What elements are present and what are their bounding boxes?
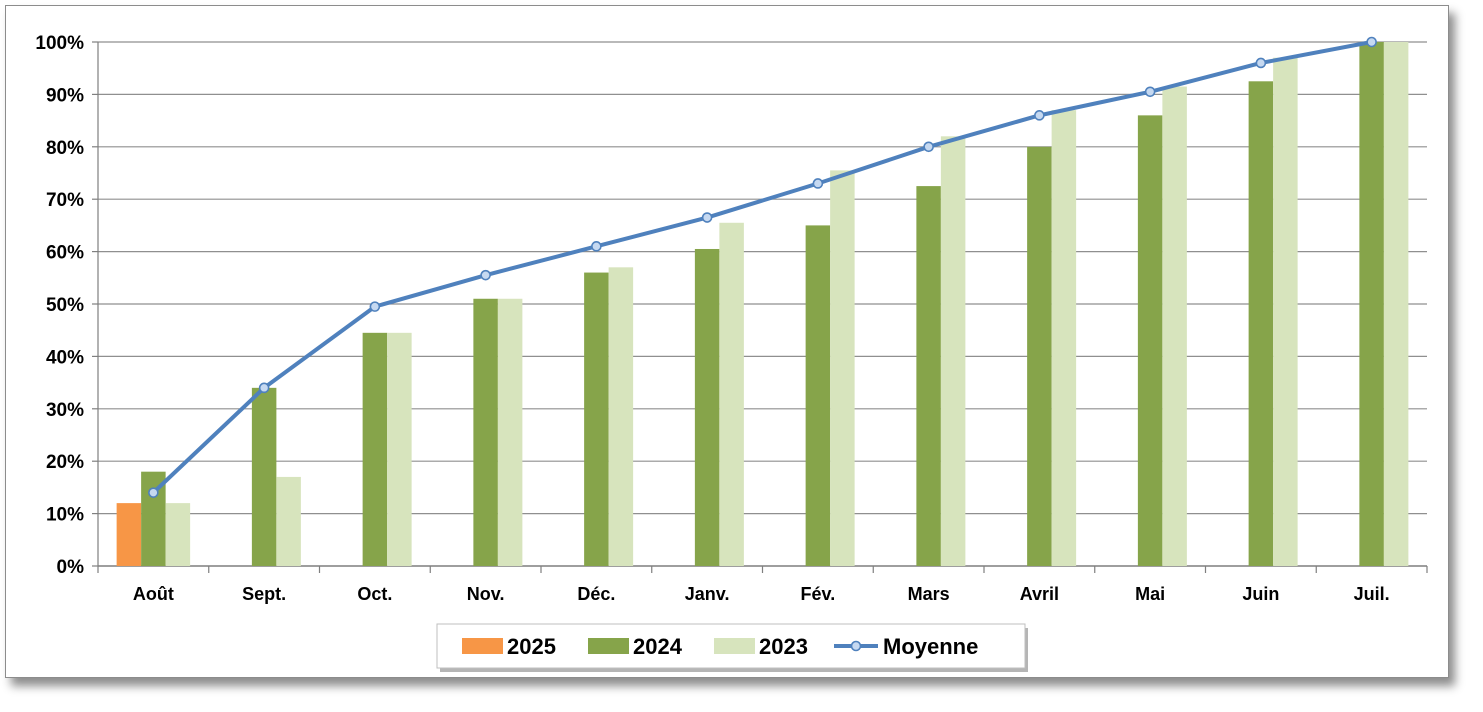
x-tick-label: Août	[133, 584, 174, 604]
y-tick-label: 40%	[46, 347, 84, 368]
bar-2023	[1383, 42, 1409, 566]
x-tick-label: Juin	[1242, 584, 1279, 604]
y-tick-label: 80%	[46, 138, 84, 159]
bar-2023	[387, 332, 412, 566]
y-tick-label: 50%	[46, 295, 84, 316]
point-moyenne	[1255, 57, 1267, 69]
y-tick-label: 90%	[46, 85, 84, 106]
point-moyenne	[591, 241, 602, 252]
point-moyenne	[1034, 110, 1045, 121]
bar-2024	[1359, 42, 1384, 566]
x-tick-label: Mars	[908, 584, 950, 604]
point-moyenne	[923, 141, 934, 153]
y-tick-label: 70%	[46, 190, 84, 211]
bar-2023	[830, 170, 855, 566]
bar-2024	[694, 248, 720, 567]
x-tick-label: Sept.	[242, 584, 286, 604]
x-tick-label: Juil.	[1354, 584, 1390, 604]
bar-2025	[116, 503, 142, 566]
bar-2023	[497, 298, 523, 566]
legend-label: 2025	[507, 634, 556, 659]
bar-2024	[362, 332, 388, 566]
bar-2024	[584, 272, 609, 566]
legend-label: Moyenne	[883, 634, 978, 659]
x-tick-label: Janv.	[685, 584, 730, 604]
bar-2023	[165, 503, 191, 566]
point-moyenne	[701, 212, 713, 223]
x-tick-label: Avril	[1020, 584, 1059, 604]
x-tick-label: Fév.	[801, 584, 836, 604]
y-tick-label: 30%	[46, 400, 84, 421]
y-tick-label: 20%	[46, 452, 84, 473]
bar-2024	[473, 298, 498, 566]
point-moyenne	[1144, 86, 1156, 98]
bar-2023	[608, 267, 634, 566]
line-moyenne	[152, 40, 1372, 495]
bar-2023	[1051, 110, 1077, 567]
chart-frame: 0% 10% 20% 30% 40% 50% 60% 70% 80% 90% 100% Août Sep…	[5, 5, 1449, 678]
bar-2024	[1248, 81, 1274, 567]
point-moyenne	[258, 382, 270, 394]
bar-2023	[940, 136, 966, 566]
point-moyenne	[1366, 36, 1377, 48]
bar-2023	[276, 476, 301, 566]
legend-marker-moyenne	[850, 640, 862, 652]
point-moyenne	[369, 301, 381, 312]
y-tick-label: 10%	[46, 505, 84, 526]
bar-2024	[805, 225, 831, 566]
bar-2024	[1027, 146, 1052, 567]
x-tick-label: Mai	[1135, 584, 1165, 604]
bar-2024	[251, 387, 277, 566]
bar-2024	[916, 186, 941, 566]
point-moyenne	[148, 487, 159, 498]
x-tick-label: Oct.	[357, 584, 392, 604]
point-moyenne	[480, 269, 491, 281]
x-tick-label: Déc.	[577, 584, 615, 604]
y-tick-label: 100%	[35, 33, 84, 54]
legend-swatch-2024	[588, 638, 629, 654]
legend-swatch-2025	[462, 638, 503, 654]
y-tick-label: 60%	[46, 243, 84, 264]
legend-swatch-2023	[714, 638, 755, 654]
bar-2023	[1273, 57, 1298, 566]
legend-label: 2023	[759, 634, 808, 659]
bar-2023	[1162, 86, 1187, 566]
legend-label: 2024	[633, 634, 683, 659]
y-tick-label: 0%	[57, 557, 85, 578]
bar-2024	[1137, 115, 1163, 567]
chart-svg: 0% 10% 20% 30% 40% 50% 60% 70% 80% 90% 100% Août Sep…	[35, 33, 1428, 672]
point-moyenne	[812, 178, 824, 189]
bar-2023	[719, 222, 744, 566]
x-tick-label: Nov.	[467, 584, 505, 604]
